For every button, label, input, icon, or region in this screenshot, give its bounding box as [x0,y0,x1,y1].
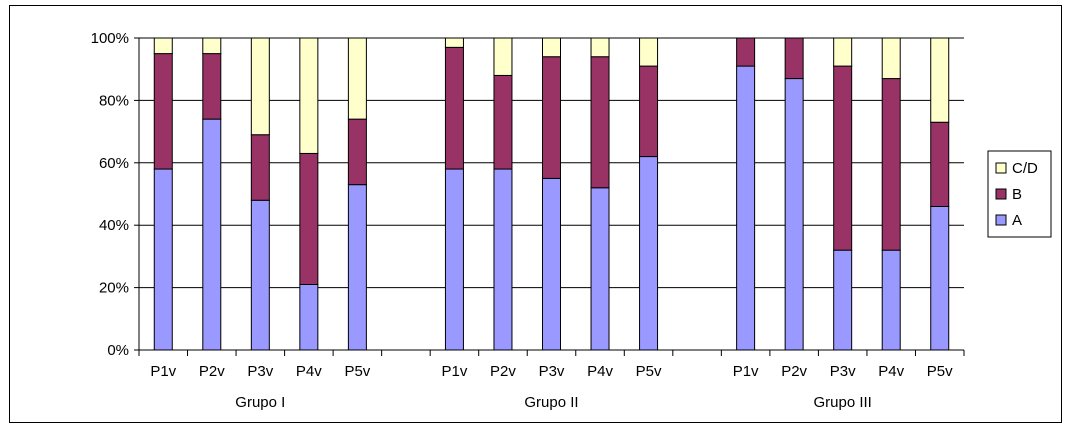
bar-segment-cd [639,37,659,67]
y-tick-label: 60% [99,155,129,172]
y-tick-label: 40% [99,217,129,234]
bar-segment-b [250,134,270,201]
bar-segment-cd [153,37,173,55]
bar-segment-cd [299,37,319,154]
x-tick-label: P1v [733,363,759,380]
bar-segment-a [736,65,756,351]
bar-segment-b [590,56,610,189]
bar-segment-b [881,78,901,251]
legend-swatch [995,214,1007,226]
bar-segment-b [444,46,464,170]
bar-segment-a [639,156,659,351]
x-tick-label: P2v [781,363,807,380]
bar-segment-b [347,118,367,186]
group-label: Grupo I [235,394,285,411]
group-label: Grupo III [813,394,871,411]
stacked-bar-chart: 0% 20% 40% 60% 80% 100% P1v P2v P3v P4v P5v Grupo I… [91,30,1052,411]
bar-segment-cd [590,37,610,58]
bar-segment-b [202,53,222,120]
bar-segment-b [153,53,173,170]
bar-segment-b [784,37,804,80]
bar-segment-b [639,65,659,158]
bar-segment-b [299,152,319,285]
x-tick-label: P2v [490,363,516,380]
bar-segment-cd [930,37,950,123]
bar-segment-a [833,249,853,351]
x-tick-label: P5v [636,363,662,380]
bar-segment-b [542,56,561,179]
bar-segment-a [444,168,464,351]
bar-segment-a [542,177,561,351]
bar-segment-a [347,184,367,351]
bar-segment-cd [542,37,561,58]
x-tick-label: P1v [150,363,176,380]
bar-segment-a [202,118,222,351]
bar-segment-a [299,283,319,351]
bar-segment-cd [202,37,222,55]
legend-label: A [1012,212,1022,229]
bar-segment-b [493,74,513,170]
legend-label: B [1012,186,1022,203]
y-tick-label: 0% [107,342,129,359]
x-tick-label: P2v [199,363,225,380]
x-tick-label: P3v [247,363,273,380]
bar-segment-b [736,37,756,67]
y-tick-label: 100% [91,30,129,47]
group-label: Grupo II [524,394,578,411]
bar-segment-cd [833,37,853,67]
chart-frame: 0% 20% 40% 60% 80% 100% P1v P2v P3v P4v P5v Grupo I… [9,5,1062,423]
bar-segment-a [590,187,610,351]
x-tick-label: P3v [539,363,565,380]
y-tick-label: 80% [99,92,129,109]
bar-segment-a [930,205,950,351]
x-tick-label: P5v [927,363,953,380]
bar-segment-cd [881,37,901,80]
bar-segment-a [250,199,270,351]
x-tick-label: P3v [830,363,856,380]
x-tick-label: P4v [878,363,904,380]
x-tick-label: P4v [587,363,613,380]
bar-segment-b [930,121,950,207]
bar-segment-cd [347,37,367,120]
bar-segment-a [881,249,901,351]
bar-segment-cd [250,37,270,136]
bar-segment-a [493,168,513,351]
x-tick-label: P5v [344,363,370,380]
bar-segment-cd [444,37,464,48]
bar-segment-a [784,78,804,351]
x-tick-label: P4v [296,363,322,380]
legend-swatch [995,162,1007,174]
x-tick-label: P1v [442,363,468,380]
bar-segment-a [153,168,173,351]
y-tick-label: 20% [99,280,129,297]
legend-label: C/D [1012,160,1038,177]
bar-segment-cd [493,37,513,76]
legend-swatch [995,188,1007,200]
bar-segment-b [833,65,853,251]
